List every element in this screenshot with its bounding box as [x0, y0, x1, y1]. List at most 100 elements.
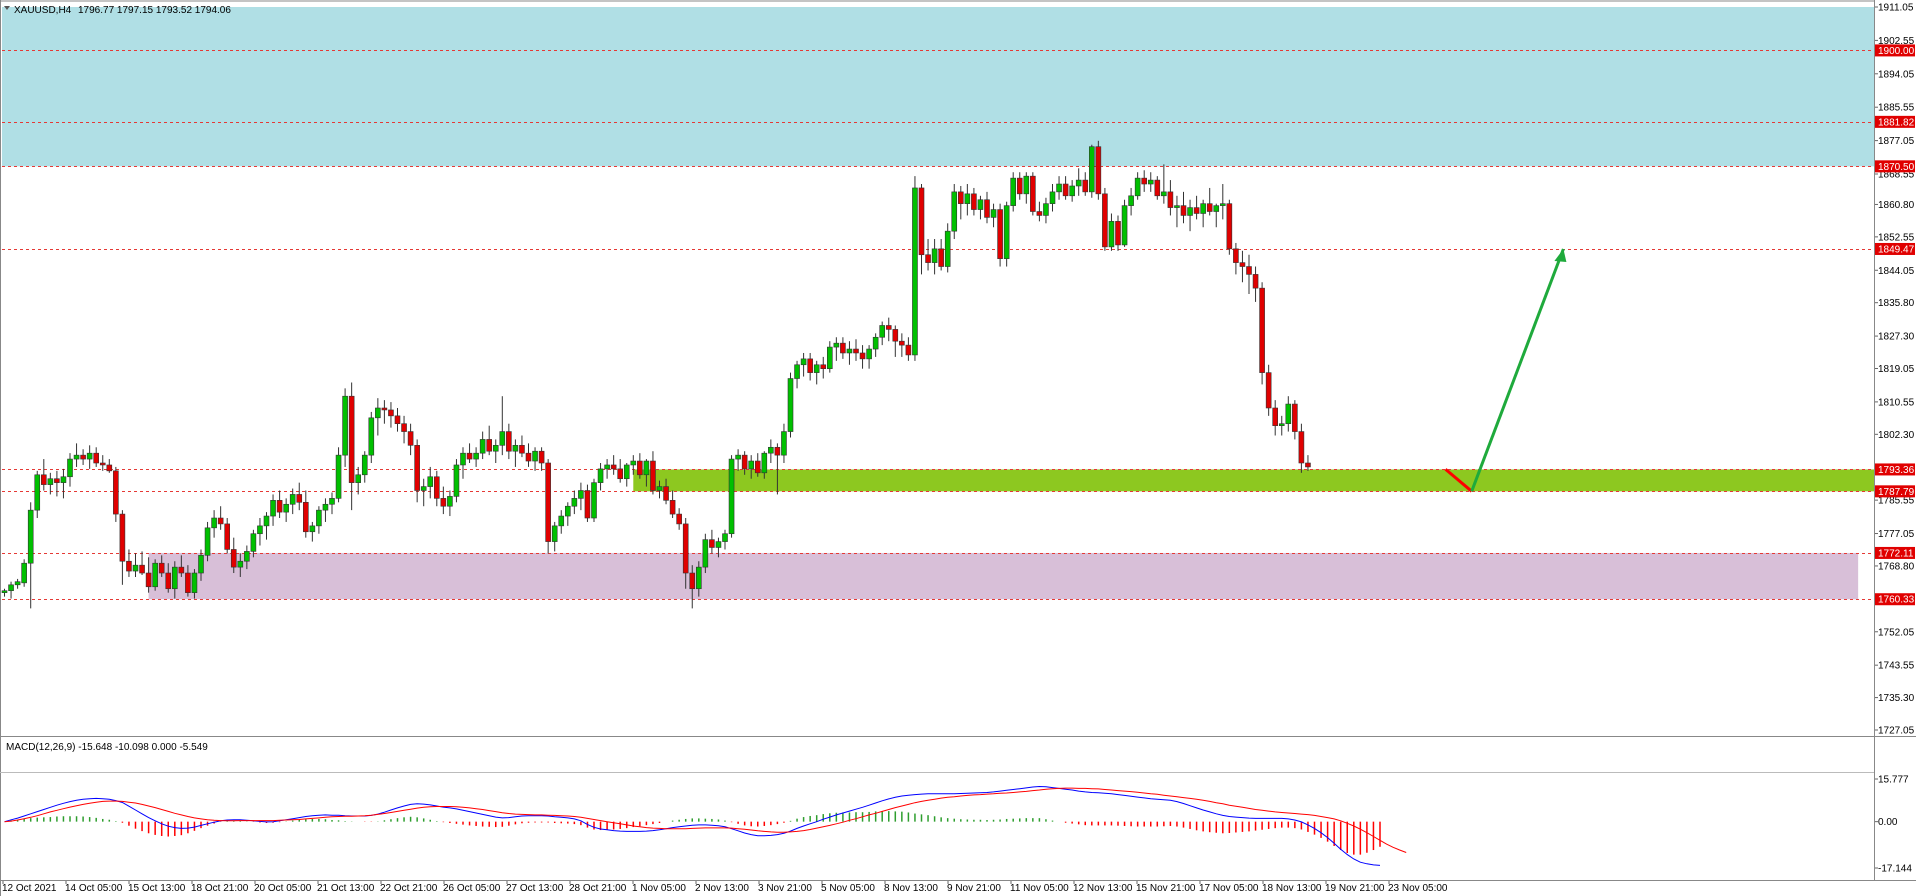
candle-body — [329, 498, 335, 505]
candle-body — [761, 452, 768, 474]
level-tag — [1875, 485, 1915, 498]
symbol-label: XAUUSD,H4 — [14, 5, 72, 16]
time-tick-label: 22 Oct 21:00 — [380, 883, 438, 894]
time-tick-label: 15 Oct 13:00 — [128, 883, 186, 894]
collapse-triangle-icon[interactable] — [4, 6, 10, 10]
candle-body — [1062, 183, 1069, 197]
candle-body — [276, 500, 283, 513]
candle-body — [735, 454, 741, 460]
time-tick-label: 12 Oct 2021 — [2, 883, 57, 894]
candle-body — [263, 515, 270, 527]
candle-body — [1220, 203, 1226, 206]
candle-body — [113, 470, 119, 515]
level-tag-label: 1787.79 — [1878, 487, 1915, 498]
level-tag-label: 1900.00 — [1878, 46, 1915, 57]
candle-body — [741, 454, 748, 470]
candle-body — [1187, 207, 1193, 216]
projection-up-line[interactable] — [1470, 248, 1565, 492]
candle-body — [925, 254, 931, 263]
signal-line[interactable] — [4, 787, 1407, 853]
candle-body — [401, 423, 407, 432]
candle-body — [1180, 205, 1187, 216]
candle-body — [578, 490, 584, 499]
candle-body — [322, 503, 329, 511]
candle-body — [348, 395, 355, 483]
candle-body — [682, 523, 689, 574]
candle-body — [506, 431, 512, 452]
candle-body — [237, 560, 244, 568]
candle-body — [21, 562, 27, 584]
time-tick-label: 1 Nov 05:00 — [632, 883, 686, 894]
candle-body — [224, 523, 230, 550]
candle-body — [656, 486, 663, 491]
time-tick-label: 9 Nov 21:00 — [947, 883, 1001, 894]
time-tick-label: 27 Oct 13:00 — [506, 883, 564, 894]
candle-body — [106, 464, 113, 472]
candle-body — [1056, 183, 1062, 193]
candle-body — [768, 446, 774, 454]
level-tag — [1875, 115, 1915, 128]
candle-body — [119, 513, 126, 562]
candle-body — [1108, 221, 1115, 248]
candle-body — [1023, 175, 1030, 195]
level-tag-label: 1793.36 — [1878, 465, 1915, 476]
time-tick-label: 23 Nov 05:00 — [1388, 883, 1448, 894]
level-tag-label: 1772.11 — [1878, 548, 1914, 559]
candle-body — [702, 539, 709, 568]
candle-body — [964, 193, 971, 204]
candle-body — [54, 478, 60, 483]
candle-body — [8, 584, 14, 592]
candle-body — [781, 431, 787, 456]
candle-body — [361, 454, 368, 476]
candle-body — [270, 500, 276, 517]
candle-body — [1089, 146, 1095, 193]
candle-body — [172, 566, 178, 590]
candle-body — [1259, 287, 1265, 373]
candle-body — [414, 445, 420, 491]
price-tick-label: 1860.80 — [1878, 200, 1915, 211]
candle-body — [754, 460, 761, 474]
time-tick-label: 20 Oct 05:00 — [254, 883, 312, 894]
candle-body — [1193, 207, 1200, 214]
level-tag-label: 1849.47 — [1878, 244, 1915, 255]
candle-body — [912, 187, 918, 356]
candle-body — [938, 248, 944, 267]
level-tag-label: 1870.50 — [1878, 162, 1915, 173]
candle-body — [67, 458, 73, 478]
candle-body — [73, 454, 80, 460]
candle-body — [663, 486, 669, 501]
candle-body — [571, 498, 578, 507]
candle-body — [342, 395, 348, 456]
macd-label: MACD(12,26,9) -15.648 -10.098 0.000 -5.5… — [6, 742, 208, 753]
zone-demand-green — [633, 469, 1874, 492]
candle-body — [1252, 274, 1259, 289]
projection-down-line[interactable] — [1444, 468, 1473, 493]
macd-line[interactable] — [4, 785, 1381, 866]
level-tag-label: 1760.33 — [1878, 595, 1915, 606]
candle-body — [217, 517, 224, 525]
candle-body — [1003, 205, 1010, 259]
candle-body — [1121, 205, 1128, 246]
candle-body — [944, 230, 951, 267]
candle-body — [918, 187, 925, 256]
candle-body — [951, 191, 958, 232]
candle-body — [1082, 179, 1089, 193]
candle-body — [800, 358, 807, 366]
candle-body — [126, 560, 132, 572]
candle-body — [355, 474, 362, 483]
price-tick-label: 1827.30 — [1878, 332, 1915, 343]
time-tick-label: 11 Nov 05:00 — [1010, 883, 1069, 894]
candle-body — [1246, 266, 1252, 275]
candle-body — [1305, 462, 1311, 468]
candle-body — [1278, 423, 1285, 426]
candle-body — [689, 572, 696, 590]
candle-body — [1265, 372, 1272, 409]
candle-body — [27, 509, 34, 564]
price-tick-label: 1894.05 — [1878, 69, 1915, 80]
price-tick-label: 1819.05 — [1878, 364, 1915, 375]
time-tick-label: 3 Nov 21:00 — [758, 883, 812, 894]
candle-body — [643, 460, 650, 476]
candle-body — [1206, 203, 1213, 212]
